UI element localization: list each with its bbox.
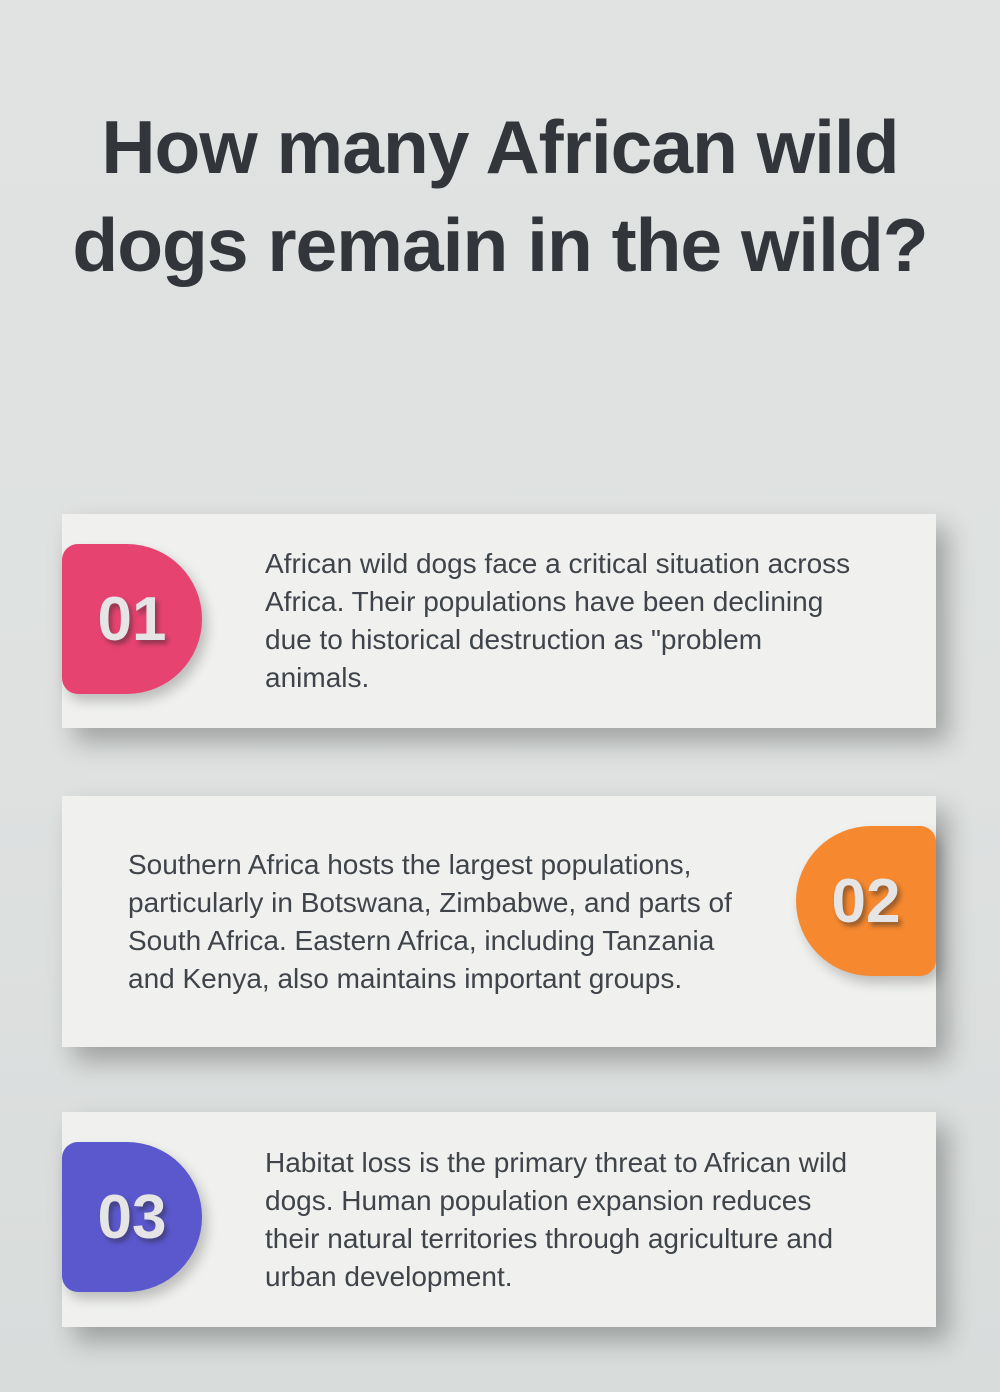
number-badge-3: 03: [62, 1142, 202, 1292]
badge-number-label: 01: [97, 584, 167, 654]
page-title: How many African wild dogs remain in the…: [72, 105, 928, 287]
card-text-3: Habitat loss is the primary threat to Af…: [265, 1146, 848, 1292]
card-text-2: Southern Africa hosts the largest popula…: [128, 848, 732, 994]
fact-card-2: 02 Southern Africa hosts the largest pop…: [62, 796, 936, 1047]
number-badge-1: 01: [62, 544, 202, 694]
badge-number-label: 03: [97, 1182, 167, 1252]
fact-card-3: 03 Habitat loss is the primary threat to…: [62, 1112, 936, 1327]
card-text-1: African wild dogs face a critical situat…: [265, 548, 851, 693]
badge-number-label: 02: [831, 866, 901, 936]
fact-card-1: 01 African wild dogs face a critical sit…: [62, 514, 936, 728]
number-badge-2: 02: [796, 826, 936, 976]
